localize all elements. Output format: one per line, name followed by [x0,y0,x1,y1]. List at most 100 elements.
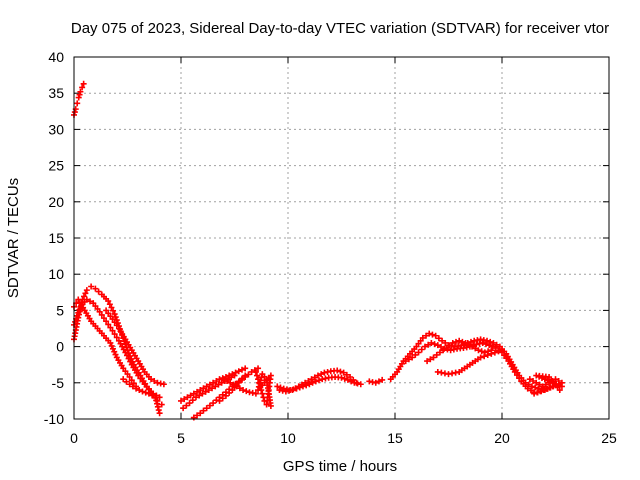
data-point [469,343,476,350]
data-point [533,379,540,386]
data-point [184,394,191,401]
data-point-fill [482,341,489,348]
data-point-fill [108,304,115,311]
data-point [186,400,193,407]
data-point [205,387,212,394]
data-point [372,379,379,386]
data-point [353,379,360,386]
data-point [80,80,87,87]
data-point-fill [341,375,348,382]
data-point-fill [527,387,534,394]
data-point [524,385,531,392]
x-tick-label: 20 [494,430,510,446]
data-point-fill [105,321,112,328]
data-point-fill [525,381,532,388]
data-point-fill [253,372,260,379]
data-point [488,350,495,357]
data-point [415,349,422,356]
data-point [267,402,274,409]
data-point-fill [107,324,114,331]
data-point-fill [142,389,149,396]
data-point-fill [489,343,496,350]
data-point-fill [194,412,201,419]
data-point-fill [76,306,83,313]
y-tick-label: 5 [56,302,64,318]
data-point-fill [87,298,94,305]
data-point [158,401,165,408]
data-point [430,354,437,361]
data-point-fill [226,389,233,396]
data-point-fill [153,397,160,404]
data-point-fill [76,91,83,98]
data-point [74,100,81,107]
data-point-fill [318,371,325,378]
x-tick-label: 10 [280,430,296,446]
data-point [511,368,518,375]
data-point-fill [255,383,262,390]
data-point [105,297,112,304]
data-point-fill [423,332,430,339]
data-point [103,318,110,325]
data-point [255,365,262,372]
data-point [96,308,103,315]
data-point [439,337,446,344]
data-point-fill [113,334,120,341]
x-tick-label: 0 [70,430,78,446]
data-point-fill [151,377,158,384]
data-point-fill [100,315,107,322]
data-point [449,339,456,346]
data-point-fill [375,378,382,385]
data-point-fill [309,379,316,386]
data-point [308,376,315,383]
data-point [197,410,204,417]
data-point [111,311,118,318]
data-point-fill [257,377,264,384]
data-point [379,376,386,383]
data-point-fill [183,402,190,409]
data-point [120,376,127,383]
data-point [109,327,116,334]
data-point [490,339,497,346]
data-point-fill [305,377,312,384]
data-point [92,285,99,292]
data-point-fill [181,396,188,403]
data-point-fill [206,402,213,409]
data-point-fill [196,392,203,399]
data-point [122,349,129,356]
data-point-fill [513,372,520,379]
data-point-fill [127,358,134,365]
data-point-fill [123,352,130,359]
data-point-fill [536,381,543,388]
data-point [295,383,302,390]
data-point-fill [405,356,412,363]
data-point-fill [256,380,263,387]
data-point [338,374,345,381]
data-point [220,376,227,383]
data-point-fill [472,345,479,352]
data-point-fill [206,381,213,388]
data-point [210,400,217,407]
data-point-fill [219,395,226,402]
y-tick-label: 35 [48,85,64,101]
data-point-fill [438,343,445,350]
data-point [531,390,538,397]
data-point-fill [493,341,500,348]
data-point-fill [74,312,81,319]
data-point [126,374,133,381]
data-point [426,330,433,337]
data-point-fill [125,355,132,362]
data-point [210,379,217,386]
data-point-fill [106,301,113,308]
data-point [235,379,242,386]
data-point [216,397,223,404]
data-point-fill [343,371,350,378]
data-point [192,394,199,401]
data-point-fill [111,331,118,338]
data-point-fill [80,293,87,300]
y-tick-label: -10 [44,411,64,427]
data-point [83,296,90,303]
data-point-fill [487,338,494,345]
y-tick-label: 25 [48,158,64,174]
data-point-fill [516,375,523,382]
chart-title: Day 075 of 2023, Sidereal Day-to-day VTE… [71,20,609,37]
